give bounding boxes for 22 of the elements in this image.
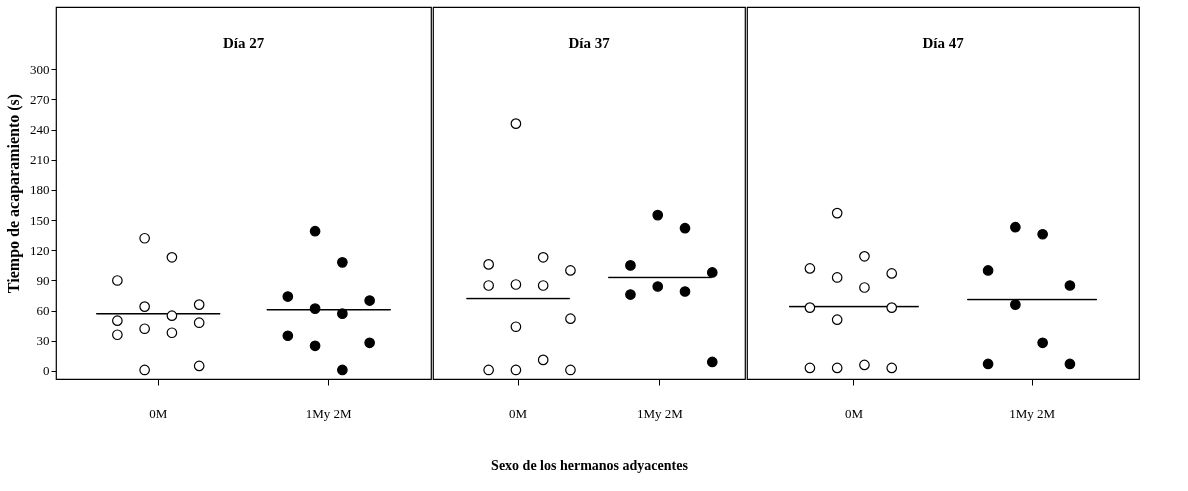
y-tick-label: 210: [30, 152, 50, 168]
x-tick-label: 1My 2M: [305, 405, 353, 421]
x-tick-label: 0M: [844, 405, 864, 421]
y-tick-label: 270: [30, 92, 50, 107]
y-tick-label: 90: [36, 272, 50, 288]
y-tick-label: 60: [36, 303, 50, 319]
x-tick-label: 0M: [509, 405, 528, 421]
y-tick-label: 0: [43, 363, 50, 379]
y-axis-title: Tiempo de acaparamiento (s): [5, 93, 23, 294]
text: Día 47: [922, 35, 965, 51]
y-tick-label: 240: [30, 122, 50, 138]
x-axis-title: Sexo de los hermanos adyacentes: [491, 457, 689, 473]
y-tick-label: 150: [30, 212, 50, 228]
x-tick-label: 1My 2M: [1009, 405, 1056, 421]
text: Día 37: [568, 35, 611, 51]
y-tick-label: 300: [30, 61, 50, 77]
y-tick-label: 180: [30, 182, 50, 198]
x-tick-label: 1My 2M: [636, 405, 684, 421]
x-tick-label: 0M: [149, 405, 168, 421]
y-tick-label: 30: [36, 333, 50, 349]
text: Día 27: [222, 35, 265, 51]
y-tick-label: 120: [30, 242, 50, 258]
